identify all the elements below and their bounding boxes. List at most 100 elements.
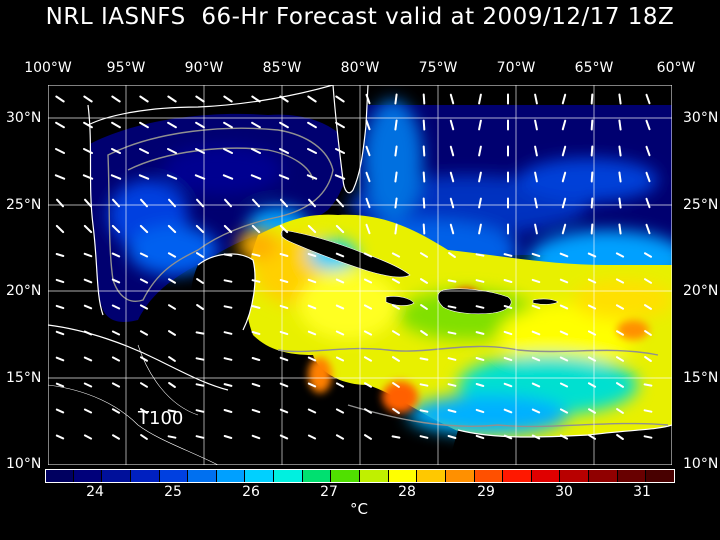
wind-arrow xyxy=(139,278,149,284)
wind-arrow xyxy=(365,119,371,131)
wind-arrow xyxy=(55,330,65,336)
wind-arrow xyxy=(111,304,121,310)
wind-arrow xyxy=(363,304,373,310)
wind-arrow xyxy=(307,382,317,388)
wind-arrow xyxy=(422,119,426,131)
wind-arrow xyxy=(223,224,233,234)
wind-arrow xyxy=(306,174,318,180)
wind-arrow xyxy=(475,279,485,283)
wind-arrow xyxy=(279,356,289,362)
wind-arrow xyxy=(83,330,93,336)
colorbar-cell xyxy=(560,470,590,483)
wind-arrow xyxy=(111,252,121,258)
wind-arrow xyxy=(561,171,567,183)
wind-arrow xyxy=(645,119,651,131)
wind-arrow xyxy=(449,119,455,131)
wind-arrow xyxy=(55,382,65,388)
wind-arrow xyxy=(645,197,651,209)
wind-arrow xyxy=(590,223,594,235)
unit-label: °C xyxy=(350,500,368,518)
wind-arrow xyxy=(195,331,205,335)
wind-arrow xyxy=(503,434,513,440)
wind-arrow xyxy=(616,382,624,388)
wind-arrow xyxy=(138,174,150,180)
wind-arrow xyxy=(307,224,317,234)
wind-arrow xyxy=(335,121,345,129)
wind-arrow xyxy=(167,121,177,129)
wind-arrow xyxy=(365,223,371,235)
wind-arrow xyxy=(251,253,261,257)
colorbar-cell xyxy=(188,470,217,483)
wind-arrow xyxy=(55,224,65,234)
wind-arrow xyxy=(167,95,177,103)
colorbar-tick: 24 xyxy=(86,484,104,500)
wind-arrow xyxy=(196,198,204,208)
wind-arrow xyxy=(335,304,345,310)
wind-arrow xyxy=(475,253,485,257)
wind-arrow xyxy=(392,382,400,388)
wind-arrow xyxy=(531,278,541,284)
wind-arrow xyxy=(279,224,289,234)
wind-arrow xyxy=(365,171,371,183)
colorbar-frame xyxy=(45,469,675,483)
wind-arrow xyxy=(279,434,289,440)
wind-arrow xyxy=(616,356,624,362)
wind-arrow xyxy=(475,305,485,309)
wind-arrow xyxy=(618,145,622,157)
colorbar-cell xyxy=(503,470,532,483)
wind-arrow xyxy=(83,304,93,310)
wind-arrow xyxy=(618,197,622,209)
wind-arrow xyxy=(140,408,148,414)
wind-arrow xyxy=(364,408,372,414)
wind-arrow xyxy=(478,197,482,209)
wind-arrow xyxy=(590,197,594,209)
wind-arrow xyxy=(112,198,120,208)
wind-arrow xyxy=(534,223,538,235)
wind-arrow xyxy=(365,93,371,105)
wind-arrow xyxy=(335,408,345,414)
wind-arrow xyxy=(449,171,455,183)
wind-arrow xyxy=(111,224,121,234)
map-title: NRL IASNFS 66-Hr Forecast valid at 2009/… xyxy=(45,4,675,30)
wind-arrow xyxy=(534,119,538,131)
colorbar-cell xyxy=(45,470,74,483)
wind-arrow xyxy=(139,148,149,154)
colorbar-cell xyxy=(245,470,275,483)
lat-label-left: 30°N xyxy=(6,110,42,126)
wind-arrow xyxy=(167,409,177,413)
wind-arrow xyxy=(643,409,653,413)
wind-arrow xyxy=(82,174,94,180)
wind-arrow xyxy=(447,409,457,413)
wind-arrow xyxy=(307,304,317,310)
wind-arrow xyxy=(449,93,455,105)
wind-arrow xyxy=(392,304,400,310)
wind-arrow xyxy=(139,304,149,310)
colorbar-cell xyxy=(302,470,332,483)
wind-arrow xyxy=(279,382,289,388)
wind-arrow xyxy=(478,223,482,235)
colorbar-cell xyxy=(445,470,475,483)
wind-arrow xyxy=(223,121,233,129)
wind-arrow xyxy=(618,223,622,235)
wind-arrow xyxy=(251,357,261,361)
wind-arrow xyxy=(168,198,176,208)
wind-arrow xyxy=(83,356,93,362)
wind-arrow xyxy=(55,121,65,129)
wind-arrow xyxy=(447,279,457,283)
wind-arrow xyxy=(534,145,538,157)
lon-label: 90°W xyxy=(184,60,224,76)
wind-arrow xyxy=(83,382,93,388)
wind-arrow xyxy=(561,145,567,157)
wind-arrow xyxy=(363,252,373,258)
wind-arrow xyxy=(616,330,624,336)
wind-arrow xyxy=(394,223,398,235)
wind-arrow xyxy=(478,145,482,157)
wind-arrow xyxy=(478,171,482,183)
wind-arrow xyxy=(363,356,373,362)
wind-arrow xyxy=(422,223,426,235)
wind-arrow xyxy=(394,171,398,183)
wind-arrow xyxy=(308,198,316,208)
wind-arrow xyxy=(475,434,485,440)
wind-arrow xyxy=(223,435,233,439)
wind-arrow xyxy=(449,145,455,157)
